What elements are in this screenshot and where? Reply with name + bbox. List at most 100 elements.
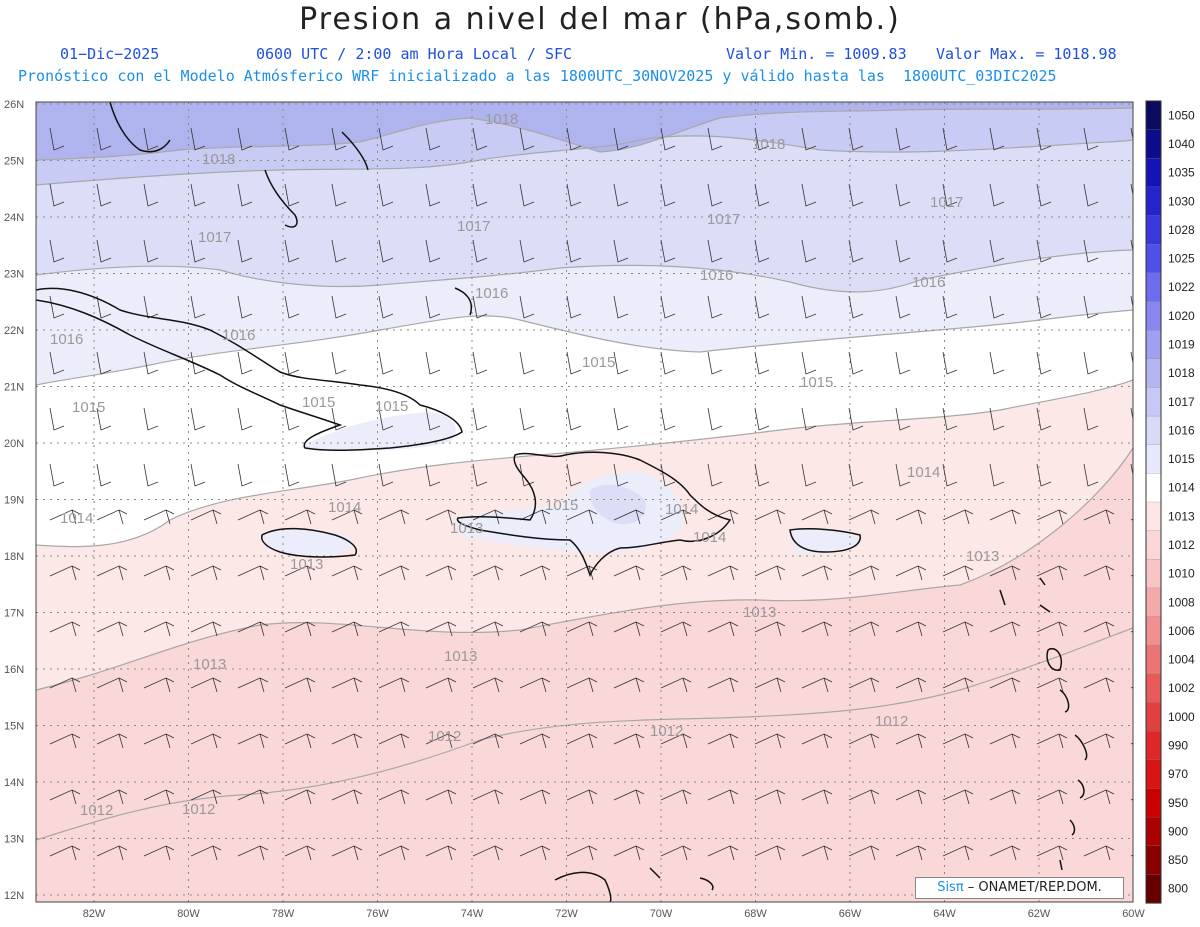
colorbar-label: 1030: [1168, 194, 1195, 208]
contour-label: 1014: [60, 510, 93, 527]
wind-barb: [707, 351, 723, 375]
wind-barb: [660, 183, 676, 207]
wind-barb: [1036, 239, 1052, 263]
wind-barb: [1036, 565, 1068, 581]
wind-barb: [472, 845, 504, 861]
wind-barb: [331, 183, 347, 207]
wind-barb: [613, 239, 629, 263]
wind-barb: [96, 733, 128, 749]
contour-label: 1012: [875, 713, 908, 730]
contour-label: 1017: [707, 211, 740, 228]
wind-barb: [237, 127, 253, 151]
wind-barb: [284, 565, 316, 581]
contour-label: 1017: [930, 194, 963, 211]
wind-barb: [1083, 621, 1115, 637]
wind-barb: [49, 621, 81, 637]
contour-label: 1013: [444, 648, 477, 665]
lon-tick-label: 76W: [366, 908, 389, 920]
contour-label: 1013: [743, 604, 776, 621]
contour-1015: [36, 309, 1133, 386]
wind-barb: [237, 407, 253, 431]
lat-tick-label: 24N: [4, 212, 24, 224]
wind-barb: [331, 463, 347, 487]
wind-barb: [96, 677, 128, 693]
wind-barb: [472, 407, 488, 431]
wind-barb: [801, 845, 833, 861]
wind-barb: [989, 183, 1005, 207]
colorbar-swatch: [1145, 530, 1162, 560]
contour-label: 1013: [290, 556, 323, 573]
wind-barb: [801, 183, 817, 207]
wind-barb: [895, 463, 911, 487]
wind-barb: [989, 351, 1005, 375]
wind-barb: [1036, 621, 1068, 637]
wind-barb: [801, 351, 817, 375]
wind-barb: [1036, 351, 1052, 375]
colorbar-label: 1004: [1168, 653, 1195, 667]
contour-label: 1017: [457, 218, 490, 235]
wind-barb: [284, 463, 300, 487]
contour-labels: 1018 1018 1018 1017 1017 1017 1017 1016 1016 1016…: [50, 111, 999, 819]
contour-label: 1014: [907, 464, 940, 481]
wind-barb: [190, 407, 206, 431]
wind-barb: [49, 845, 81, 861]
wind-barb: [801, 407, 817, 431]
wind-barb: [1036, 733, 1068, 749]
colorbar-swatch: [1145, 759, 1162, 790]
wind-barb: [1083, 677, 1115, 693]
wind-barb: [519, 565, 551, 581]
wind-barb: [613, 733, 645, 749]
wind-barb: [237, 239, 253, 263]
contour-label: 1015: [375, 398, 408, 415]
wind-barb: [331, 407, 347, 431]
wind-barb: [566, 183, 582, 207]
wind-barb: [49, 407, 65, 431]
great-inagua: [454, 287, 472, 316]
wind-barb: [190, 127, 206, 151]
colorbar-label: 1000: [1168, 710, 1195, 724]
wind-barb: [942, 621, 974, 637]
wind-barb: [942, 845, 974, 861]
wind-barb: [895, 407, 911, 431]
colorbar-swatch: [1145, 415, 1162, 446]
lat-tick-label: 12N: [4, 890, 24, 902]
wind-barb: [613, 509, 645, 525]
lat-tick-label: 14N: [4, 777, 24, 789]
colorbar-swatch: [1145, 272, 1162, 303]
wind-barb: [1083, 239, 1099, 263]
wind-barb: [1083, 183, 1099, 207]
wind-barb: [237, 183, 253, 207]
wind-barb: [190, 509, 222, 525]
wind-barb: [284, 239, 300, 263]
wind-barb: [519, 789, 551, 805]
contour-label: 1014: [328, 499, 361, 516]
wind-barb: [425, 295, 441, 319]
contour-1017: [36, 135, 1133, 186]
wind-barb: [519, 509, 551, 525]
wind-barb: [895, 239, 911, 263]
colorbar-swatch: [1145, 100, 1162, 131]
coastlines: [36, 102, 1088, 902]
wind-barb: [801, 677, 833, 693]
wind-barb: [143, 733, 175, 749]
hispaniola-core: [589, 484, 646, 525]
contour-label: 1013: [450, 520, 483, 537]
contour-label: 1012: [428, 728, 461, 745]
wind-barb: [566, 845, 598, 861]
lat-tick-label: 16N: [4, 664, 24, 676]
contour-label: 1018: [202, 151, 235, 168]
wind-barb: [143, 127, 159, 151]
wind-barb: [425, 509, 457, 525]
wind-barb: [284, 509, 316, 525]
lat-axis-labels: 26N 25N 24N 23N 22N 21N 20N 19N 18N 17N 16N 15N 14N 1…: [4, 99, 24, 902]
contour-label: 1012: [182, 801, 215, 818]
wind-barb: [519, 463, 535, 487]
wind-barb: [848, 845, 880, 861]
wind-barb: [848, 463, 864, 487]
wind-barb: [284, 183, 300, 207]
wind-barb: [1036, 789, 1068, 805]
wind-barb: [942, 509, 974, 525]
wind-barb: [754, 621, 786, 637]
wind-barb: [613, 565, 645, 581]
wind-barb: [519, 183, 535, 207]
